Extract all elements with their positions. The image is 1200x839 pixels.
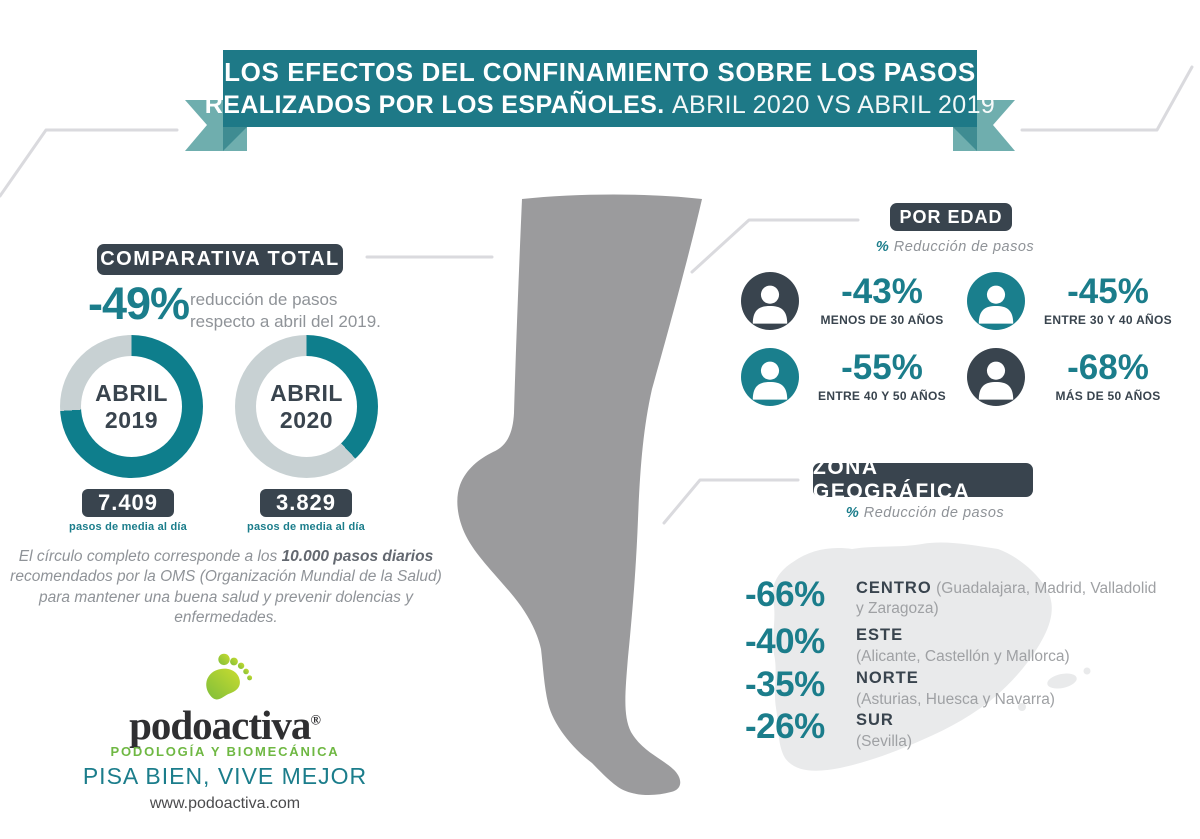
total-reduction-desc: reducción de pasos respecto a abril del … xyxy=(190,290,381,332)
region-detail: (Guadalajara, Madrid, Valladolid y Zarag… xyxy=(856,580,1157,617)
person-icon xyxy=(741,272,799,330)
region-detail: (Sevilla) xyxy=(856,733,912,750)
ribbon-fold-left xyxy=(223,127,247,151)
corner-line-top-right xyxy=(1020,65,1194,132)
por-edad-subtitle: % Reducción de pasos xyxy=(875,239,1035,255)
donut-chart-abril-2019: ABRIL 2019 xyxy=(60,335,203,478)
age-stat-value: -43% xyxy=(841,272,923,311)
title-line1: LOS EFECTOS DEL CONFINAMIENTO SOBRE LOS … xyxy=(224,57,976,87)
brand-subtitle: PODOLOGÍA Y BIOMECÁNICA xyxy=(110,744,340,759)
region-name: SUR xyxy=(856,711,894,729)
title-line2: REALIZADOS POR LOS ESPAÑOLES. ABRIL 2020… xyxy=(204,91,996,119)
brand-slogan: PISA BIEN, VIVE MEJOR xyxy=(82,763,368,789)
region-stat-value: -40% xyxy=(745,622,825,661)
region-detail: (Alicante, Castellón y Mallorca) xyxy=(856,648,1070,665)
age-stat-label: ENTRE 40 Y 50 AÑOS xyxy=(818,389,946,403)
person-icon xyxy=(967,272,1025,330)
donut-label-2020: ABRIL 2020 xyxy=(270,380,343,433)
website-link[interactable]: www.podoactiva.com xyxy=(149,795,301,812)
zona-subtitle: % Reducción de pasos xyxy=(845,505,1005,521)
corner-line-top-left xyxy=(0,128,179,198)
por-edad-badge: POR EDAD xyxy=(890,203,1012,231)
region-name: ESTE xyxy=(856,626,904,644)
age-stat-value: -45% xyxy=(1067,272,1149,311)
region-stat-sur: -26% SUR (Sevilla) xyxy=(745,709,1166,751)
age-stat-under-30: -43% MENOS DE 30 AÑOS xyxy=(741,272,953,330)
total-reduction-value: -49% xyxy=(88,278,190,329)
person-icon xyxy=(967,348,1025,406)
zona-badge: ZONA GEOGRÁFICA xyxy=(813,456,1033,503)
region-name: CENTRO xyxy=(856,579,932,597)
title-ribbon: LOS EFECTOS DEL CONFINAMIENTO SOBRE LOS … xyxy=(205,50,995,127)
age-stat-label: MÁS DE 50 AÑOS xyxy=(1055,389,1161,403)
region-stat-value: -66% xyxy=(745,575,825,614)
steps-value-2020: 3.829 xyxy=(260,489,352,517)
person-icon xyxy=(741,348,799,406)
steps-caption-2019: pasos de media al día xyxy=(69,521,187,533)
zona-connector-line xyxy=(662,478,800,525)
age-stat-label: MENOS DE 30 AÑOS xyxy=(820,313,944,327)
ribbon-fold-right xyxy=(953,127,977,151)
leg-silhouette xyxy=(457,194,702,795)
age-stat-30-40: -45% ENTRE 30 Y 40 AÑOS xyxy=(967,272,1179,330)
steps-value-2019: 7.409 xyxy=(82,489,174,517)
registered-mark: ® xyxy=(310,713,321,729)
region-stat-value: -35% xyxy=(745,665,825,704)
region-stat-este: -40% ESTE (Alicante, Castellón y Mallorc… xyxy=(745,624,1166,666)
region-name: NORTE xyxy=(856,669,919,687)
region-detail: (Asturias, Huesca y Navarra) xyxy=(856,691,1055,708)
age-stat-value: -55% xyxy=(841,348,923,387)
age-stat-label: ENTRE 30 Y 40 AÑOS xyxy=(1044,313,1172,327)
steps-caption-2020: pasos de media al día xyxy=(247,521,365,533)
age-stat-value: -68% xyxy=(1067,348,1149,387)
donut-label-2019: ABRIL 2019 xyxy=(95,380,168,433)
region-stat-norte: -35% NORTE (Asturias, Huesca y Navarra) xyxy=(745,667,1166,709)
brand-wordmark: podoactiva® xyxy=(129,702,321,748)
footprint-logo-icon xyxy=(206,653,253,700)
spain-map-silhouette xyxy=(772,542,1091,771)
age-stat-over-50: -68% MÁS DE 50 AÑOS xyxy=(967,348,1179,406)
region-stat-value: -26% xyxy=(745,707,825,746)
por-edad-connector-line xyxy=(690,218,860,274)
region-stat-centro: -66% CENTRO (Guadalajara, Madrid, Vallad… xyxy=(745,577,1166,619)
age-stat-40-50: -55% ENTRE 40 Y 50 AÑOS xyxy=(741,348,953,406)
comparativa-badge: COMPARATIVA TOTAL xyxy=(97,244,343,275)
donut-chart-abril-2020: ABRIL 2020 xyxy=(235,335,378,478)
oms-note: El círculo completo corresponde a los 10… xyxy=(10,548,442,627)
